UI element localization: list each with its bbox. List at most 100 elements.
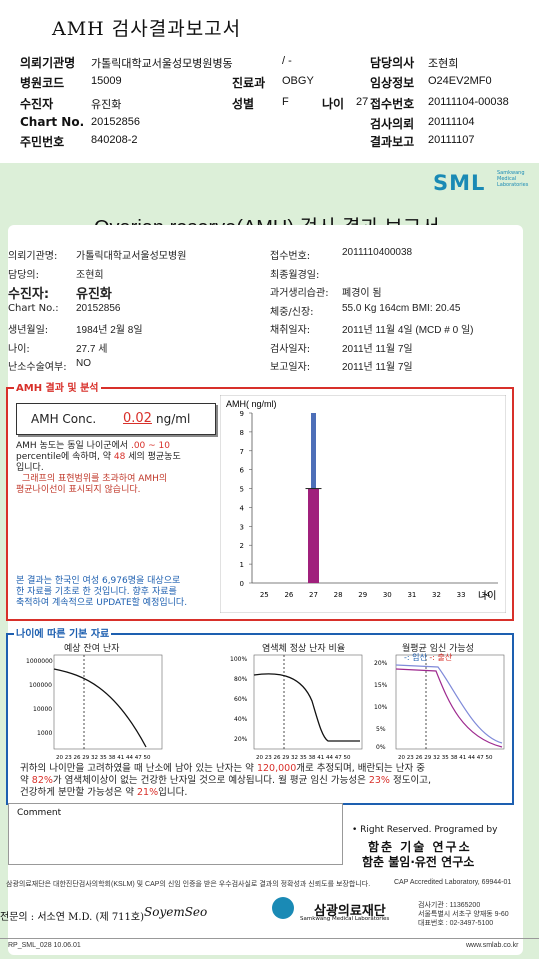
amh-description: AMH 농도는 동일 나이군에서 .00 ~ 10 percentile에 속하… <box>16 441 216 496</box>
rp-doctor-value: 조현희 <box>76 270 104 281</box>
y-tick-label: 3 <box>240 523 244 531</box>
svg-text:20 23 26 29 32 35 38 41 44 47: 20 23 26 29 32 35 38 41 44 47 50 <box>256 755 351 761</box>
address-line3: 대표번호 : 02-3497-5100 <box>418 920 494 927</box>
svg-text:20%: 20% <box>374 660 388 667</box>
rp-patient-value: 유진화 <box>76 286 112 301</box>
rp-doctor-label: 담당의: <box>8 270 39 281</box>
age-label: 나이 <box>322 97 345 111</box>
comment-box: Comment <box>8 803 343 865</box>
doctor-value: 조현희 <box>428 58 459 70</box>
request-label: 검사의뢰 <box>370 117 415 131</box>
svg-text:10%: 10% <box>374 704 388 711</box>
rp-sample-value: 2011년 11월 4일 (MCD # 0 일) <box>342 325 474 336</box>
chart-ylabel: AMH( ng/ml) <box>226 399 277 409</box>
org-line1: 함춘 기술 연구소 <box>368 840 472 854</box>
department-value: OBGY <box>282 75 314 87</box>
normal-chromosome-chart: 100% 80% 60% 40% 20% 20 23 26 29 32 35 3… <box>230 654 363 761</box>
accreditation-note: 삼광의료재단은 대한진단검사의학회(KSLM) 및 CAP의 신임 인증을 받은… <box>6 881 371 888</box>
sex-value: F <box>282 96 289 108</box>
summary-normal: 82% <box>31 775 53 786</box>
sml-logo: SML <box>433 171 486 195</box>
legend-birth: 출산 <box>437 653 453 662</box>
rp-body-value: 55.0 Kg 164cm BMI: 20.45 <box>342 303 461 314</box>
svg-text:20 23 26 29 32 35 38 41 44 47: 20 23 26 29 32 35 38 41 44 47 50 <box>56 755 151 761</box>
report-sheet: SML Samkwang Medical Laboratories Ovaria… <box>0 163 539 959</box>
rp-receipt-label: 접수번호: <box>270 251 311 262</box>
desc-line1a: AMH 농도는 동일 나이군에서 <box>16 441 129 451</box>
desc-line5: 평균나이선이 표시되지 않습니다. <box>16 485 141 495</box>
org-line2: 함춘 불임·유전 연구소 <box>362 855 475 869</box>
receipt-value: 20111104-00038 <box>428 96 509 108</box>
svg-text:1000: 1000 <box>37 730 52 737</box>
hospital-label: 의뢰기관명 <box>20 56 76 70</box>
desc-percentile: .00 ~ 10 <box>130 441 170 451</box>
svg-text:20 23 26 29 32 35 38 41 44 47: 20 23 26 29 32 35 38 41 44 47 50 <box>398 755 493 761</box>
rp-patient-label: 수진자: <box>8 287 50 302</box>
age-section-label: 나이에 따른 기본 자료 <box>14 625 112 640</box>
age-summary: 귀하의 나이만을 고려하였을 때 난소에 남아 있는 난자는 약 120,000… <box>20 763 505 799</box>
y-tick-label: 2 <box>240 542 244 550</box>
amh-result-box <box>6 387 514 621</box>
foundation-logo-icon <box>272 897 294 919</box>
form-code: RP_SML_028 10.06.01 <box>8 942 81 949</box>
y-tick-label: 9 <box>240 410 244 418</box>
clinical-info-label: 임상정보 <box>370 76 415 90</box>
note-line1: 본 결과는 한국인 여성 6,976명을 대상으로 <box>16 576 181 586</box>
amh-conc-value: 0.02 <box>123 411 152 426</box>
document-title: AMH 검사결과보고서 <box>52 18 242 40</box>
address-line2: 서울특별시 서초구 양재동 9-60 <box>418 911 509 918</box>
pregnancy-chance-chart: 20% 15% 10% 5% 0% 20 23 26 29 32 35 38 4… <box>374 654 505 761</box>
rp-sample-label: 채취일자: <box>270 325 311 336</box>
cap-note: CAP Accredited Laboratory, 69944-01 <box>394 879 512 886</box>
resident-no-value: 840208-2 <box>91 134 138 146</box>
doctor-label: 담당의사 <box>370 56 415 70</box>
signature: SoyemSeo <box>144 905 208 919</box>
hospital-value: 가톨릭대학교서울성모병원병동 <box>91 58 233 70</box>
svg-text:100000: 100000 <box>29 682 52 689</box>
ward-value: / - <box>282 55 292 67</box>
footer-divider <box>0 938 539 939</box>
x-tick-label: 26 <box>284 591 293 599</box>
amh-conc-box: AMH Conc. 0.02 ng/ml <box>16 403 216 435</box>
report-date-label: 결과보고 <box>370 135 415 149</box>
svg-text:80%: 80% <box>234 676 248 683</box>
y-tick-label: 8 <box>240 429 244 437</box>
chart-no-value: 20152856 <box>91 116 140 128</box>
rp-test-label: 검사일자: <box>270 344 311 355</box>
summary-pregnancy: 23% <box>368 775 390 786</box>
note-line2: 한 자료를 기초로 한 것입니다. 향후 자료를 <box>16 587 177 597</box>
hospital-code-label: 병원코드 <box>20 76 65 90</box>
amh-conc-unit: ng/ml <box>156 412 191 426</box>
chart-no-label: Chart No. <box>20 115 85 129</box>
y-tick-label: 5 <box>240 486 244 494</box>
request-value: 20111104 <box>428 116 475 128</box>
svg-text:20%: 20% <box>234 736 248 743</box>
address-line1: 검사기관 : 11365200 <box>418 902 481 909</box>
foundation-en: Samkwang Medical Laboratories <box>300 916 390 922</box>
y-tick-label: 4 <box>240 504 245 512</box>
foundation-name: 삼광의료재단 <box>314 904 386 919</box>
rp-chart-no-label: Chart No.: <box>8 303 59 314</box>
rp-receipt-value: 2011110400038 <box>342 247 413 258</box>
sex-label: 성별 <box>232 97 255 111</box>
amh-conc-label: AMH Conc. <box>31 412 97 426</box>
amh-value-bar <box>308 488 319 583</box>
note-line3: 축적하여 계속적으로 UPDATE할 예정입니다. <box>16 598 188 608</box>
summary-line2e: 정도이고, <box>393 775 431 786</box>
sml-logo-subtitle: Samkwang Medical Laboratories <box>497 170 529 188</box>
chart1-title: 예상 잔여 난자 <box>64 644 120 654</box>
x-tick-label: 34 <box>481 591 490 599</box>
age-value: 27 <box>356 96 369 108</box>
rp-age-label: 나이: <box>8 344 30 355</box>
doctor-name: 전문의 : 서소연 M.D. (제 711호) <box>0 912 145 923</box>
rp-birth-label: 생년월일: <box>8 325 49 336</box>
summary-line1c: 개로 추정되며, 배란되는 난자 중 <box>296 763 425 774</box>
svg-text:100%: 100% <box>230 656 247 663</box>
rp-lmp-label: 최종월경일: <box>270 270 320 281</box>
svg-text:15%: 15% <box>374 682 388 689</box>
resident-no-label: 주민번호 <box>20 135 65 149</box>
remaining-eggs-chart: 1000000 100000 10000 1000 20 23 26 29 32… <box>26 654 163 761</box>
chart3-legend: -: 임신 -: 출산 <box>404 653 453 662</box>
x-tick-label: 31 <box>407 591 416 599</box>
